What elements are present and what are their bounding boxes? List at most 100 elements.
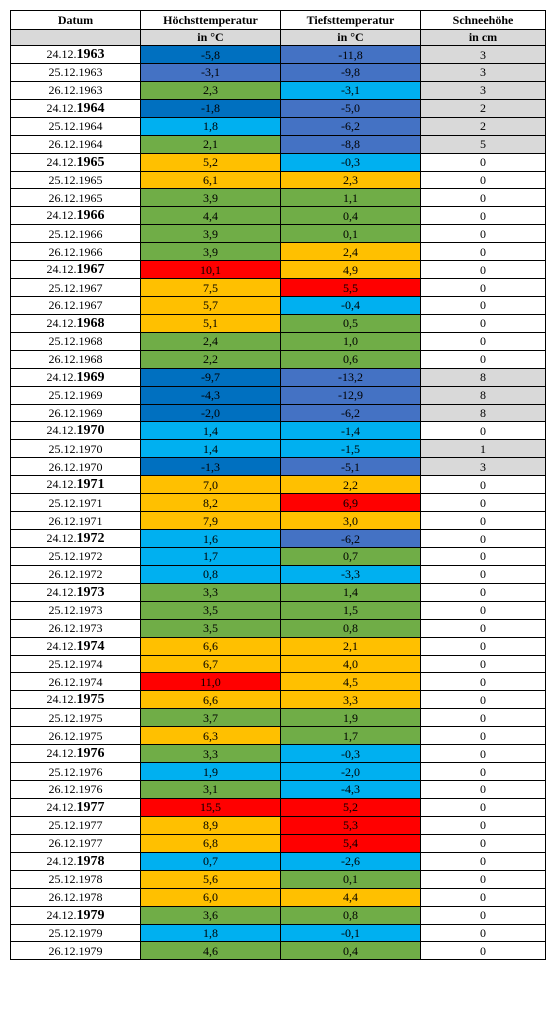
value-cell: -8,8: [280, 134, 421, 154]
header-row: Datum Höchsttemperatur Tiefsttemperatur Sch…: [10, 10, 546, 30]
data-row: 25.12.1978 5,6 0,1 0: [10, 869, 546, 889]
value-cell: 6,6: [140, 690, 281, 710]
date-cell: 26.12.1964: [10, 134, 141, 154]
value-cell: 0,1: [280, 224, 421, 244]
value-cell: 0: [420, 887, 546, 907]
date-cell: 25.12.1966: [10, 224, 141, 244]
value-cell: 0: [420, 708, 546, 728]
value-cell: 1: [420, 439, 546, 459]
value-cell: 2: [420, 98, 546, 118]
value-cell: -9,7: [140, 367, 281, 387]
value-cell: 0: [420, 923, 546, 943]
data-row: 24.12.1969 -9,7 -13,2 8: [10, 367, 546, 387]
data-row: 24.12.1964 -1,8 -5,0 2: [10, 98, 546, 118]
data-row: 26.12.1970 -1,3 -5,1 3: [10, 457, 546, 477]
value-cell: 0,8: [280, 905, 421, 925]
value-cell: 5,2: [140, 152, 281, 172]
value-cell: 6,3: [140, 726, 281, 746]
value-cell: 0: [420, 224, 546, 244]
value-cell: 0: [420, 206, 546, 226]
value-cell: 1,7: [140, 547, 281, 566]
value-cell: -13,2: [280, 367, 421, 387]
value-cell: 0: [420, 564, 546, 584]
value-cell: 0,8: [140, 564, 281, 584]
date-cell: 24.12.1965: [10, 152, 141, 172]
value-cell: 5,6: [140, 869, 281, 889]
date-cell: 24.12.1966: [10, 206, 141, 226]
value-cell: 4,6: [140, 941, 281, 961]
value-cell: -5,8: [140, 45, 281, 64]
value-cell: 2,2: [280, 475, 421, 495]
value-cell: 0: [420, 726, 546, 746]
value-cell: 0: [420, 313, 546, 333]
value-cell: 0: [420, 672, 546, 692]
value-cell: 0: [420, 349, 546, 369]
value-cell: 0: [420, 690, 546, 710]
value-cell: 0,6: [280, 349, 421, 369]
data-row: 26.12.1964 2,1 -8,8 5: [10, 134, 546, 154]
value-cell: 0: [420, 941, 546, 961]
data-row: 26.12.1976 3,1 -4,3 0: [10, 780, 546, 799]
data-row: 24.12.1973 3,3 1,4 0: [10, 582, 546, 602]
data-row: 25.12.1966 3,9 0,1 0: [10, 224, 546, 244]
data-row: 25.12.1965 6,1 2,3 0: [10, 170, 546, 190]
data-row: 26.12.1974 11,0 4,5 0: [10, 672, 546, 692]
date-cell: 25.12.1969: [10, 385, 141, 405]
date-cell: 26.12.1975: [10, 726, 141, 746]
value-cell: 6,9: [280, 493, 421, 513]
value-cell: 3,5: [140, 600, 281, 620]
data-row: 24.12.1976 3,3 -0,3 0: [10, 744, 546, 764]
data-row: 26.12.1977 6,8 5,4 0: [10, 833, 546, 853]
value-cell: 1,4: [280, 582, 421, 602]
value-cell: 5: [420, 134, 546, 154]
data-row: 25.12.1970 1,4 -1,5 1: [10, 439, 546, 459]
date-cell: 25.12.1978: [10, 869, 141, 889]
value-cell: -1,3: [140, 457, 281, 477]
date-cell: 25.12.1964: [10, 116, 141, 136]
data-row: 25.12.1979 1,8 -0,1 0: [10, 923, 546, 943]
date-cell: 26.12.1967: [10, 296, 141, 315]
value-cell: 3: [420, 45, 546, 64]
value-cell: 3,1: [140, 780, 281, 799]
value-cell: 2,4: [280, 242, 421, 262]
unit-cell: in °C: [140, 29, 281, 46]
value-cell: 0: [420, 421, 546, 441]
date-cell: 26.12.1972: [10, 564, 141, 584]
data-row: 26.12.1965 3,9 1,1 0: [10, 188, 546, 208]
value-cell: 0: [420, 296, 546, 315]
value-cell: 11,0: [140, 672, 281, 692]
date-cell: 24.12.1972: [10, 529, 141, 549]
value-cell: 3,7: [140, 708, 281, 728]
data-row: 26.12.1973 3,5 0,8 0: [10, 618, 546, 638]
value-cell: 7,0: [140, 475, 281, 495]
value-cell: 4,4: [280, 887, 421, 907]
value-cell: 5,5: [280, 278, 421, 298]
value-cell: 3,3: [140, 744, 281, 764]
date-cell: 25.12.1975: [10, 708, 141, 728]
value-cell: 0: [420, 582, 546, 602]
value-cell: 2,2: [140, 349, 281, 369]
data-row: 26.12.1967 5,7 -0,4 0: [10, 296, 546, 315]
date-cell: 25.12.1971: [10, 493, 141, 513]
date-cell: 24.12.1973: [10, 582, 141, 602]
value-cell: 0: [420, 600, 546, 620]
value-cell: 5,7: [140, 296, 281, 315]
value-cell: 0,5: [280, 313, 421, 333]
value-cell: -5,1: [280, 457, 421, 477]
value-cell: 0: [420, 242, 546, 262]
value-cell: 6,6: [140, 636, 281, 656]
date-cell: 25.12.1963: [10, 63, 141, 82]
data-row: 24.12.1967 10,1 4,9 0: [10, 260, 546, 280]
value-cell: 0: [420, 170, 546, 190]
value-cell: 0,4: [280, 941, 421, 961]
value-cell: 7,9: [140, 511, 281, 531]
data-row: 25.12.1964 1,8 -6,2 2: [10, 116, 546, 136]
value-cell: 0: [420, 618, 546, 638]
value-cell: 1,6: [140, 529, 281, 549]
value-cell: 2,1: [140, 134, 281, 154]
data-row: 25.12.1976 1,9 -2,0 0: [10, 762, 546, 782]
date-cell: 24.12.1975: [10, 690, 141, 710]
data-row: 24.12.1963 -5,8 -11,8 3: [10, 45, 546, 64]
value-cell: -3,1: [140, 63, 281, 82]
value-cell: 0: [420, 547, 546, 566]
